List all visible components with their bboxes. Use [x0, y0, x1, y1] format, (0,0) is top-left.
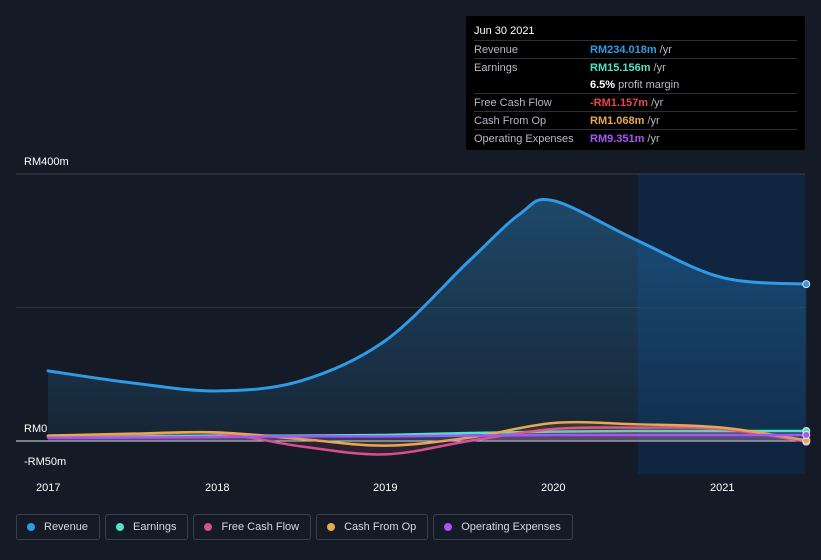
y-tick-label: -RM50m: [24, 456, 67, 468]
legend-dot-icon: [444, 523, 453, 531]
legend-item-free-cash-flow[interactable]: Free Cash Flow: [193, 514, 312, 540]
legend-item-operating-expenses[interactable]: Operating Expenses: [433, 514, 573, 540]
legend-label: Cash From Op: [344, 521, 417, 533]
tooltip-unit: profit margin: [618, 78, 680, 91]
tooltip-value: -RM1.157m: [590, 96, 649, 109]
tooltip-label: Operating Expenses: [474, 132, 574, 145]
tooltip-label: Revenue: [474, 43, 519, 56]
tooltip-date: Jun 30 2021: [474, 25, 535, 37]
series-end-point-revenue: [802, 280, 811, 289]
tooltip-row-margin: 6.5% profit margin: [474, 76, 797, 93]
legend-dot-icon: [116, 523, 125, 531]
tooltip-row-earnings: Earnings RM15.156m /yr: [474, 58, 797, 76]
legend-item-earnings[interactable]: Earnings: [105, 514, 189, 540]
tooltip-unit: /yr: [647, 132, 660, 145]
x-tick-label: 2021: [710, 482, 735, 494]
series-area-revenue: [48, 199, 807, 441]
legend-item-cash-from-op[interactable]: Cash From Op: [316, 514, 429, 540]
tooltip-unit: /yr: [647, 114, 660, 127]
tooltip-value: 6.5%: [590, 78, 616, 91]
legend-item-revenue[interactable]: Revenue: [16, 514, 101, 540]
legend-label: Operating Expenses: [461, 521, 561, 533]
series-line-earnings: [46, 429, 808, 438]
legend-label: Free Cash Flow: [221, 521, 300, 533]
tooltip-value: RM15.156m: [590, 61, 651, 74]
x-tick-label: 2017: [36, 482, 61, 494]
y-tick-label: RM400m: [24, 156, 69, 168]
data-tooltip: Jun 30 2021 Revenue RM234.018m /yr Earni…: [466, 16, 805, 150]
tooltip-unit: /yr: [659, 43, 672, 56]
series-line-operating-expenses: [46, 433, 808, 439]
tooltip-unit: /yr: [653, 61, 666, 74]
x-tick-label: 2018: [205, 482, 230, 494]
legend-dot-icon: [327, 523, 336, 531]
tooltip-row-operating-expenses: Operating Expenses RM9.351m /yr: [474, 129, 797, 147]
tooltip-label: Earnings: [474, 61, 518, 74]
tooltip-row-free-cash-flow: Free Cash Flow -RM1.157m /yr: [474, 93, 797, 111]
legend-dot-icon: [27, 523, 35, 531]
tooltip-row-revenue: Revenue RM234.018m /yr: [474, 40, 797, 58]
series-line-revenue: [46, 198, 808, 393]
tooltip-value: RM1.068m: [590, 114, 645, 127]
legend-label: Earnings: [133, 521, 177, 533]
series-area-cash-from-op: [48, 422, 807, 446]
series-area-operating-expenses: [48, 434, 807, 441]
legend-label: Revenue: [44, 521, 89, 533]
x-tick-label: 2019: [373, 482, 398, 494]
y-tick-label: RM0: [24, 423, 48, 435]
tooltip-row-cash-from-op: Cash From Op RM1.068m /yr: [474, 111, 797, 129]
legend-dot-icon: [204, 523, 213, 531]
tooltip-label: Cash From Op: [474, 114, 547, 127]
series-end-point-operating-expenses: [802, 430, 811, 439]
x-tick-label: 2020: [541, 482, 566, 494]
tooltip-value: RM234.018m: [590, 43, 657, 56]
series-line-cash-from-op: [46, 420, 808, 447]
tooltip-value: RM9.351m: [590, 132, 645, 145]
tooltip-label: Free Cash Flow: [474, 96, 552, 109]
tooltip-unit: /yr: [651, 96, 664, 109]
chart-legend: Revenue Earnings Free Cash Flow Cash Fro…: [16, 514, 573, 542]
